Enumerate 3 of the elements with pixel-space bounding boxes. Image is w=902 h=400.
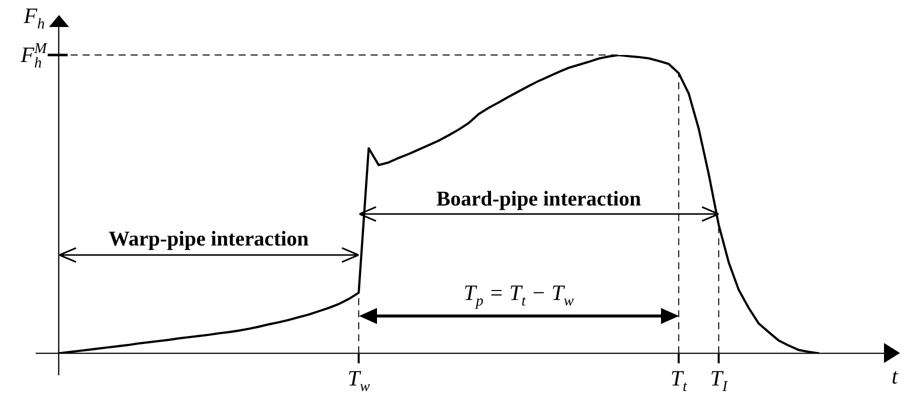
annotation: Board-pipe interaction [436,186,642,210]
annotation: Warp-pipe interaction [108,226,310,250]
x-axis-title: t [892,363,899,388]
